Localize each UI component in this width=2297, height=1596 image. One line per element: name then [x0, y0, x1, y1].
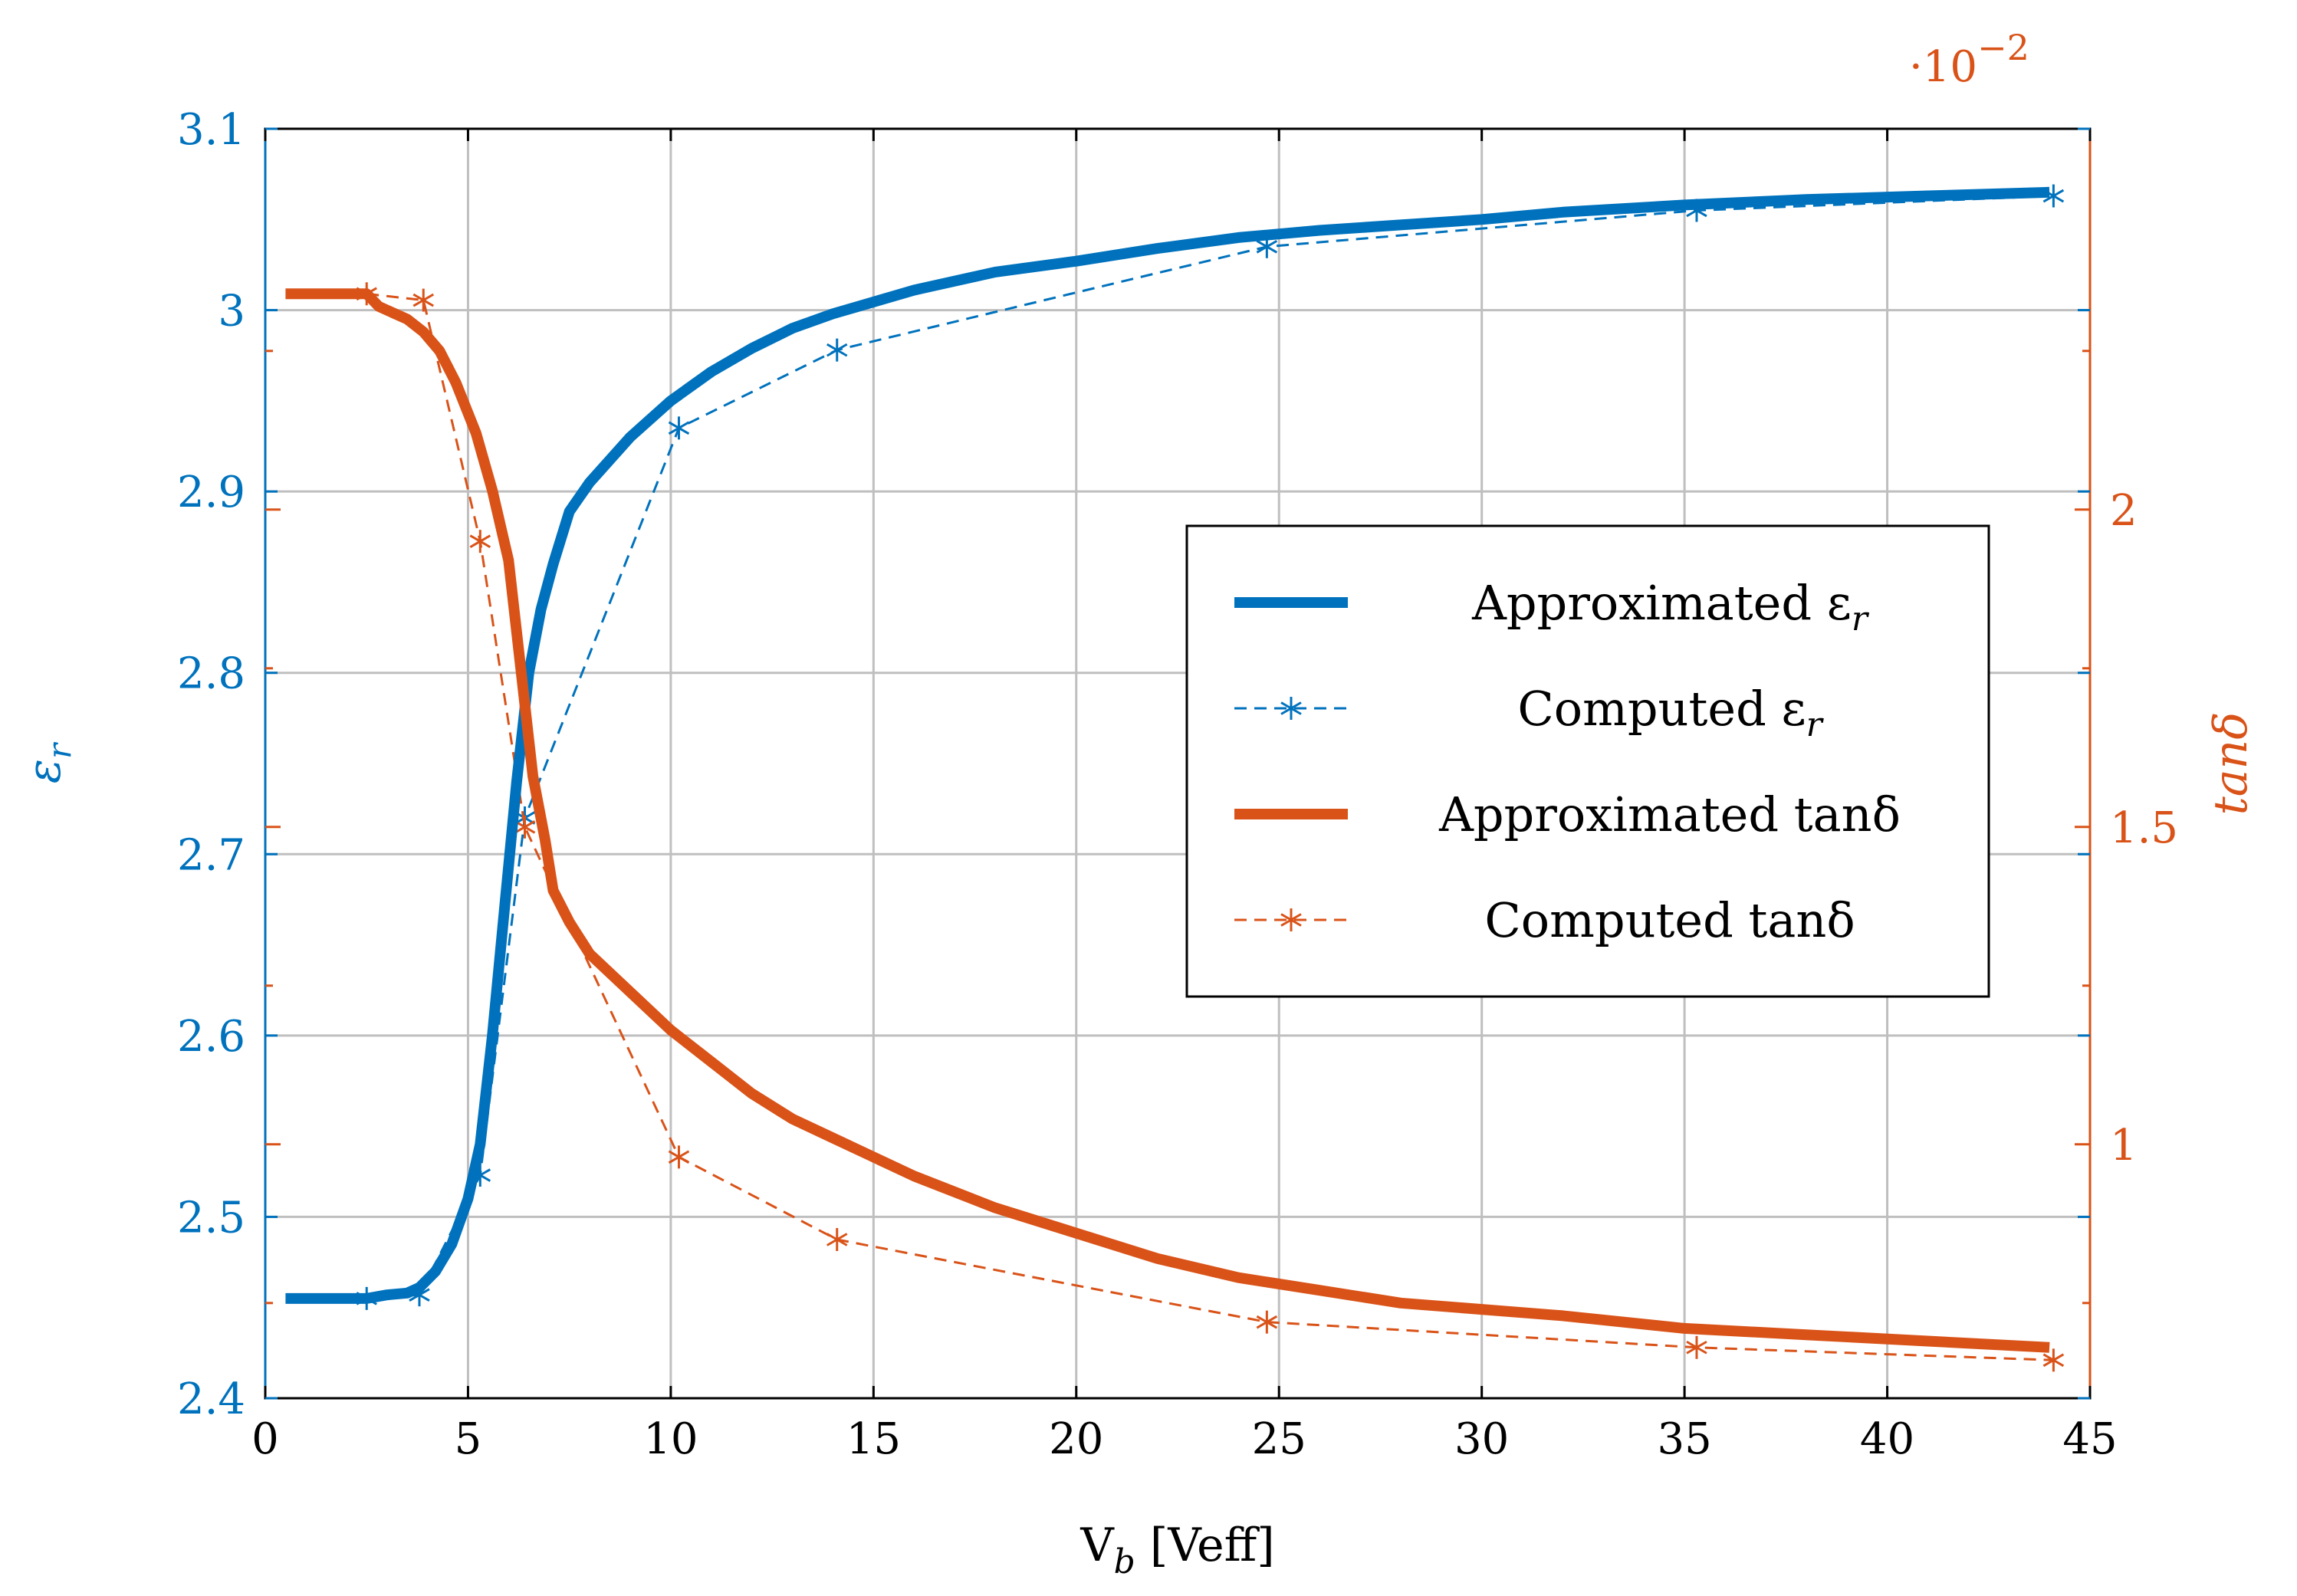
axis-ticks: 0 5 10 15 20 25 30 35 40 45 2.4 2.5 2.6 2.7 2.8 2.9 3 3.1… [177, 105, 2178, 1464]
y-left-tick-label: 3 [218, 287, 245, 337]
legend-label: Computed εr [1517, 681, 1824, 744]
legend-label: Approximated εr [1471, 575, 1870, 639]
y-left-tick-label: 2.5 [177, 1193, 245, 1243]
y-right-tick-label: 2 [2110, 486, 2138, 536]
legend-item: Computed tanδ [1234, 892, 1855, 948]
plot-series [285, 184, 2065, 1372]
series-approximated-tan- [285, 288, 2050, 1353]
svg-text:·10−2: ·10−2 [1909, 27, 2029, 92]
legend-label: Approximated tanδ [1438, 787, 1901, 842]
star-marker [1280, 697, 1302, 720]
x-tick-label: 30 [1454, 1414, 1509, 1464]
star-marker [514, 815, 536, 839]
y-right-tick-label: 1.5 [2110, 803, 2178, 853]
series-approximated-r [285, 186, 2050, 1304]
series-line [285, 186, 2050, 1304]
y-left-tick-label: 2.6 [177, 1012, 245, 1062]
star-marker [412, 288, 435, 312]
left-axis-label: εr [18, 741, 78, 783]
x-tick-label: 15 [846, 1414, 901, 1464]
x-tick-label: 35 [1657, 1414, 1711, 1464]
x-tick-label: 45 [2062, 1414, 2117, 1464]
y-left-tick-label: 2.4 [177, 1374, 245, 1424]
star-marker [668, 1145, 690, 1169]
x-tick-label: 5 [455, 1414, 482, 1464]
star-marker [826, 1228, 848, 1251]
y-left-tick-label: 2.8 [177, 649, 245, 699]
legend-item: Computed εr [1234, 681, 1825, 744]
x-axis-label: Vb [Veff] [1079, 1519, 1274, 1581]
star-marker [1256, 1310, 1278, 1334]
star-marker [668, 416, 690, 440]
x-tick-label: 25 [1252, 1414, 1306, 1464]
star-marker [1686, 1335, 1707, 1359]
star-marker [2042, 1348, 2065, 1372]
y-right-tick-label: 1 [2110, 1121, 2138, 1171]
y-left-tick-label: 2.7 [177, 830, 245, 880]
x-tick-label: 10 [643, 1414, 698, 1464]
x-tick-label: 40 [1860, 1414, 1914, 1464]
legend: Approximated εr Computed εr Approximated t… [1185, 524, 1990, 998]
star-marker [469, 530, 491, 553]
star-marker [826, 338, 848, 362]
right-axis-label: tanδ [2204, 712, 2258, 816]
y-left-tick-label: 3.1 [177, 105, 245, 155]
series-line [285, 288, 2050, 1353]
legend-item: Approximated tanδ [1234, 787, 1901, 842]
right-axis-scale-label: ·10−2 [1909, 27, 2029, 92]
legend-item: Approximated εr [1234, 575, 1870, 639]
x-tick-label: 20 [1049, 1414, 1103, 1464]
y-left-tick-label: 2.9 [177, 468, 245, 517]
x-tick-label: 0 [251, 1414, 279, 1464]
legend-label: Computed tanδ [1484, 892, 1855, 948]
star-marker [1280, 908, 1302, 931]
